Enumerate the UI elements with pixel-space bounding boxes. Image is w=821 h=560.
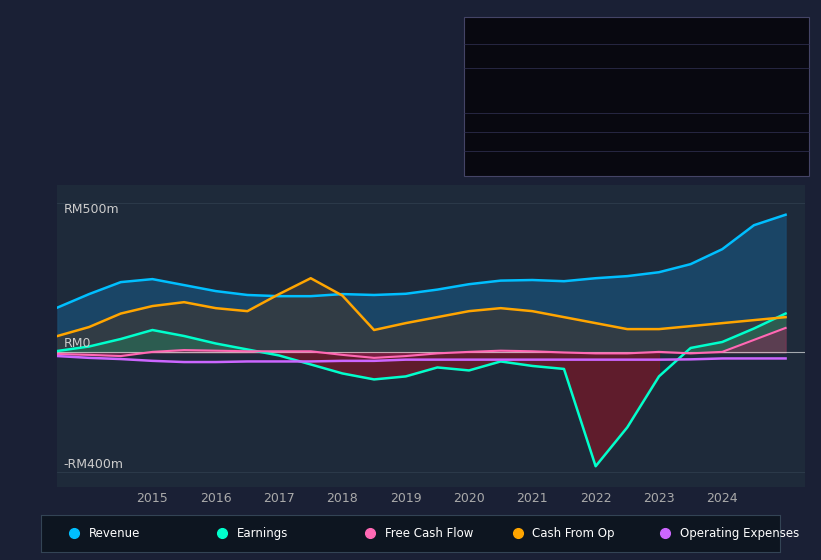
Text: Operating Expenses: Operating Expenses — [681, 527, 800, 540]
Text: Revenue: Revenue — [89, 527, 140, 540]
Text: Free Cash Flow: Free Cash Flow — [384, 527, 473, 540]
Text: Earnings: Earnings — [474, 76, 519, 86]
Text: RM81.556m /yr: RM81.556m /yr — [608, 112, 700, 122]
Text: RM121.191m /yr: RM121.191m /yr — [608, 131, 708, 141]
Text: Operating Expenses: Operating Expenses — [474, 151, 579, 160]
Text: Cash From Op: Cash From Op — [474, 131, 547, 141]
Text: Free Cash Flow: Free Cash Flow — [474, 112, 552, 122]
Text: RM146.034m /yr: RM146.034m /yr — [608, 76, 708, 86]
Text: Earnings: Earnings — [237, 527, 288, 540]
Text: RM19.874m /yr: RM19.874m /yr — [608, 151, 700, 160]
Text: RM440.115m /yr: RM440.115m /yr — [608, 48, 708, 58]
Text: RM500m: RM500m — [64, 203, 119, 216]
Text: Revenue: Revenue — [474, 48, 519, 58]
Text: RM0: RM0 — [64, 337, 91, 350]
Text: Dec 31 2024: Dec 31 2024 — [474, 27, 561, 40]
Text: 33.2% profit margin: 33.2% profit margin — [608, 93, 731, 103]
Text: Cash From Op: Cash From Op — [532, 527, 615, 540]
Text: -RM400m: -RM400m — [64, 458, 124, 471]
